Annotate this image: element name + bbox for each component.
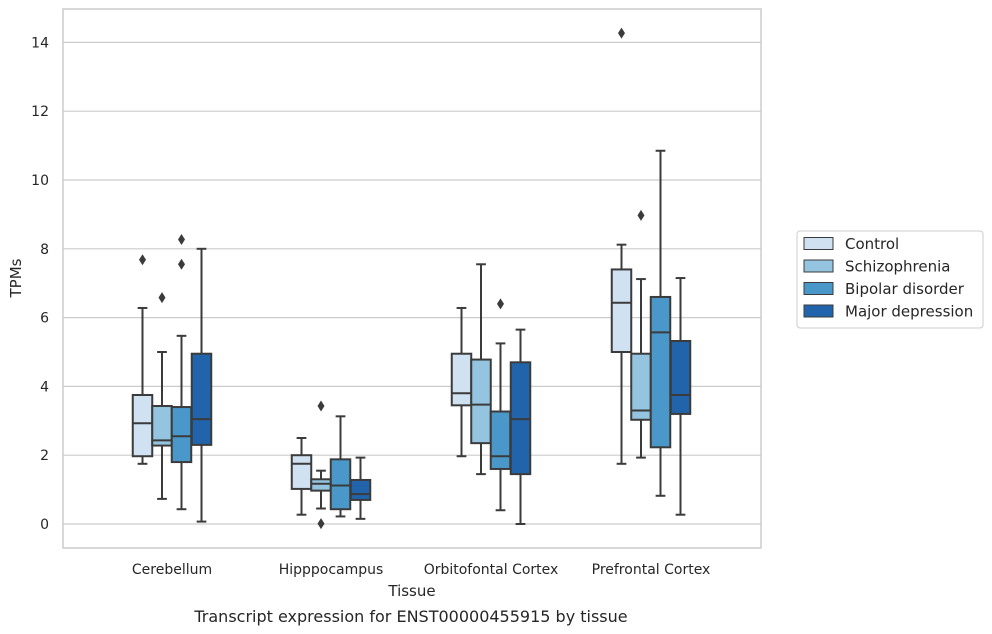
box-body bbox=[489, 410, 512, 470]
box-body bbox=[190, 352, 213, 446]
y-axis-title: TPMs bbox=[7, 258, 25, 298]
legend-swatch-1 bbox=[803, 259, 834, 273]
outlier-point-0 bbox=[317, 400, 325, 412]
x-tick-label-3: Prefrontal Cortex bbox=[592, 562, 711, 578]
box-body bbox=[349, 478, 372, 501]
plot-frame bbox=[62, 8, 762, 549]
box-2-1 bbox=[329, 415, 352, 518]
outlier-point-0 bbox=[637, 209, 645, 221]
legend-label-3: Major depression bbox=[845, 303, 973, 321]
outlier-point-1 bbox=[317, 518, 325, 530]
y-tick-label-6: 6 bbox=[40, 311, 49, 327]
legend-label-1: Schizophrenia bbox=[845, 258, 950, 276]
x-tick-label-0: Cerebellum bbox=[132, 562, 212, 578]
box-body bbox=[329, 458, 352, 511]
legend-swatch-3 bbox=[803, 304, 834, 318]
box-2-2 bbox=[489, 298, 512, 512]
box-2-3 bbox=[649, 149, 672, 497]
box-3-3 bbox=[669, 277, 692, 516]
y-tick-label-12: 12 bbox=[31, 104, 49, 120]
box-1-3 bbox=[630, 209, 652, 459]
x-axis-ticks: Cerebellum Hipppocampus Orbitofontal Corte… bbox=[132, 562, 710, 578]
x-tick-label-1: Hipppocampus bbox=[279, 562, 384, 578]
box-body bbox=[610, 268, 633, 353]
legend-label-0: Control bbox=[845, 235, 899, 253]
legend-swatch-2 bbox=[803, 282, 834, 295]
box-1-2 bbox=[470, 263, 492, 476]
legend: Control Schizophrenia Bipolar disorder Majo… bbox=[796, 230, 984, 329]
y-tick-label-4: 4 bbox=[40, 379, 49, 395]
outlier-point-0 bbox=[618, 27, 625, 39]
box-2-0 bbox=[170, 234, 193, 511]
box-1-1 bbox=[310, 400, 332, 530]
box-0-0 bbox=[131, 254, 154, 465]
y-axis-ticks: 0 2 4 6 8 10 12 14 bbox=[31, 35, 49, 533]
x-axis-title: Tissue bbox=[387, 582, 435, 600]
y-tick-label-10: 10 bbox=[31, 173, 49, 189]
box-0-2 bbox=[450, 306, 473, 458]
outlier-point-0 bbox=[178, 234, 185, 246]
legend-swatch-0 bbox=[803, 237, 834, 250]
outlier-point-1 bbox=[178, 258, 185, 270]
box-body bbox=[131, 394, 154, 458]
box-1-0 bbox=[151, 292, 173, 500]
grid-lines bbox=[63, 41, 761, 525]
box-plot-area bbox=[131, 27, 692, 530]
box-0-3 bbox=[610, 27, 633, 465]
box-body bbox=[470, 358, 492, 445]
outlier-point-0 bbox=[497, 298, 504, 310]
outlier-point-0 bbox=[158, 292, 166, 304]
chart-caption: Transcript expression for ENST0000045591… bbox=[193, 607, 627, 626]
box-body bbox=[170, 406, 193, 464]
y-tick-label-0: 0 bbox=[40, 517, 49, 533]
outlier-point-0 bbox=[139, 254, 146, 266]
y-tick-label-14: 14 bbox=[31, 35, 49, 51]
box-body bbox=[450, 352, 473, 407]
x-tick-label-2: Orbitofontal Cortex bbox=[424, 562, 559, 578]
box-3-0 bbox=[190, 247, 213, 523]
box-3-2 bbox=[509, 328, 532, 525]
box-body bbox=[310, 478, 332, 492]
y-tick-label-2: 2 bbox=[40, 448, 49, 464]
legend-label-2: Bipolar disorder bbox=[845, 280, 965, 298]
y-tick-label-8: 8 bbox=[40, 242, 49, 258]
box-0-1 bbox=[290, 437, 313, 516]
box-body bbox=[290, 454, 313, 490]
box-body bbox=[669, 339, 692, 415]
legend-frame bbox=[796, 230, 984, 329]
box-body bbox=[649, 295, 672, 449]
box-3-1 bbox=[349, 456, 372, 520]
